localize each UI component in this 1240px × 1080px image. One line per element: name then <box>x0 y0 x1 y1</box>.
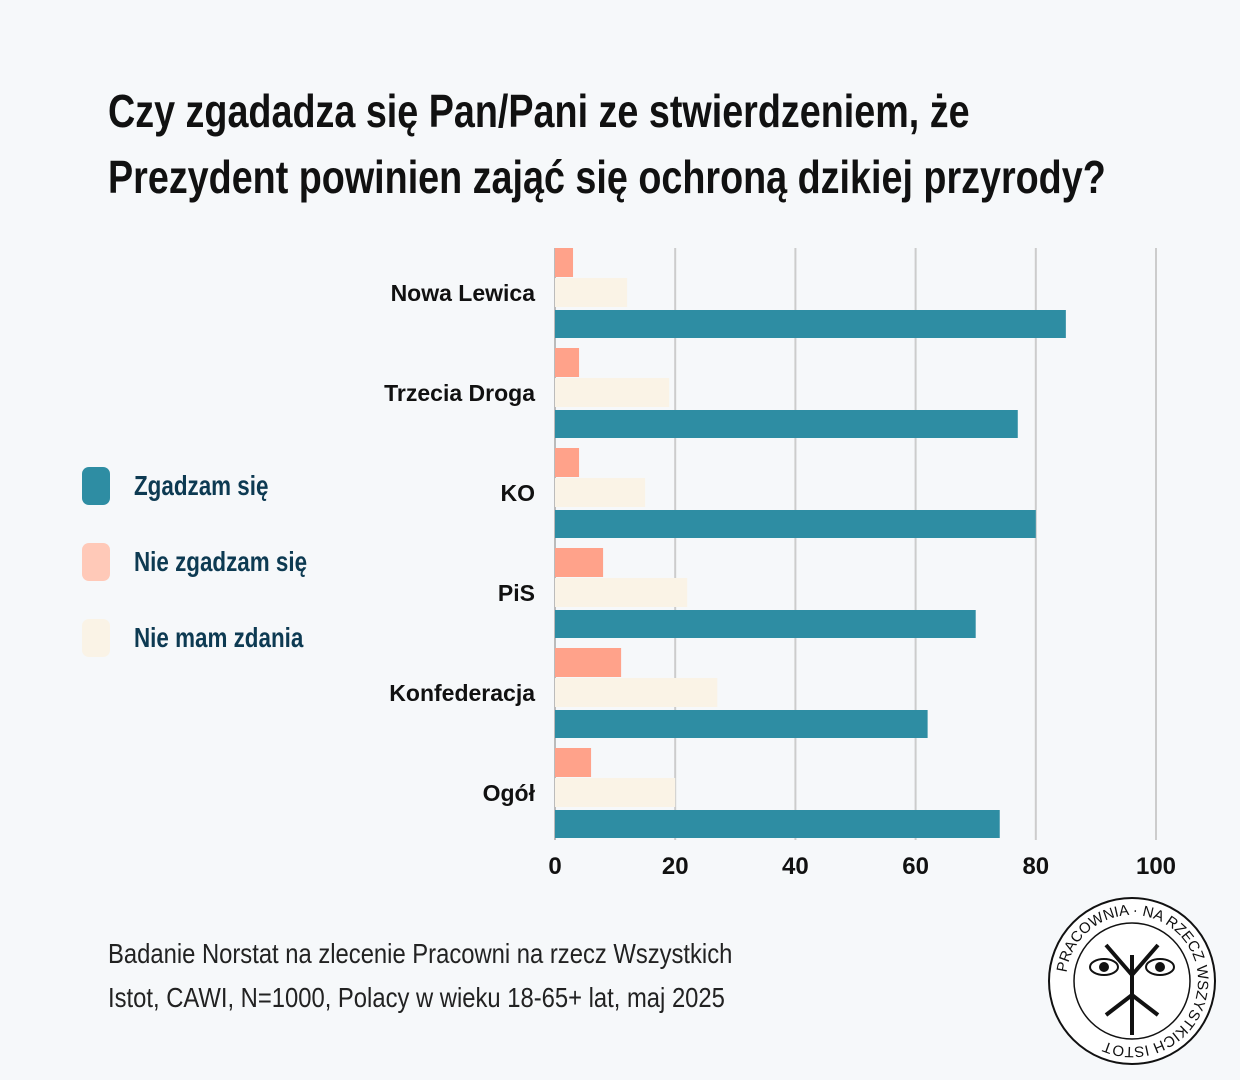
legend-swatch <box>82 619 110 657</box>
bar-nie-mam-zdania <box>555 578 688 607</box>
bar-nie-mam-zdania <box>555 778 676 807</box>
bar-nie-mam-zdania <box>555 378 670 407</box>
bar-nie-mam-zdania <box>555 278 628 307</box>
bar-zgadzam-się <box>555 510 1036 538</box>
category-label: Trzecia Droga <box>384 380 535 406</box>
legend-label: Zgadzam się <box>134 470 269 501</box>
category-label: KO <box>501 480 536 506</box>
bar-nie-mam-zdania <box>555 478 646 507</box>
x-tick-label: 100 <box>1136 853 1176 880</box>
chart-title: Czy zgadadza się Pan/Pani ze stwierdzeni… <box>108 85 1106 203</box>
legend-label: Nie mam zdania <box>134 622 304 653</box>
bar-nie-zgadzam-się <box>555 648 622 677</box>
category-label: PiS <box>498 580 535 606</box>
logo-seal: PRACOWNIA · NA RZECZ WSZYSTKICH ISTOT <box>1048 897 1216 1065</box>
legend-swatch <box>82 543 110 581</box>
source-line: Istot, CAWI, N=1000, Polacy w wieku 18-6… <box>108 982 725 1013</box>
x-tick-label: 40 <box>782 853 809 880</box>
source-line: Badanie Norstat na zlecenie Pracowni na … <box>108 938 733 969</box>
category-label: Nowa Lewica <box>391 280 536 306</box>
bar-nie-mam-zdania <box>555 678 718 707</box>
source-note: Badanie Norstat na zlecenie Pracowni na … <box>108 932 873 1020</box>
bar-nie-zgadzam-się <box>555 548 604 577</box>
bar-zgadzam-się <box>555 410 1018 438</box>
bar-zgadzam-się <box>555 710 928 738</box>
bar-nie-zgadzam-się <box>555 248 574 277</box>
bar-zgadzam-się <box>555 310 1066 338</box>
bar-zgadzam-się <box>555 810 1000 838</box>
bar-zgadzam-się <box>555 610 976 638</box>
x-tick-label: 0 <box>548 853 561 880</box>
legend-label: Nie zgadzam się <box>134 546 308 577</box>
legend-item-disagree: Nie zgadzam się <box>82 543 350 581</box>
x-tick-label: 20 <box>662 853 689 880</box>
bar-nie-zgadzam-się <box>555 348 580 377</box>
x-tick-label: 60 <box>902 853 929 880</box>
legend-swatch <box>82 467 110 505</box>
category-label: Konfederacja <box>389 680 535 706</box>
legend-item-no-opinion: Nie mam zdania <box>82 619 346 657</box>
bar-nie-zgadzam-się <box>555 448 580 477</box>
legend-item-agree: Zgadzam się <box>82 467 302 505</box>
category-label: Ogół <box>483 780 536 806</box>
bar-nie-zgadzam-się <box>555 748 592 777</box>
x-tick-label: 80 <box>1022 853 1049 880</box>
